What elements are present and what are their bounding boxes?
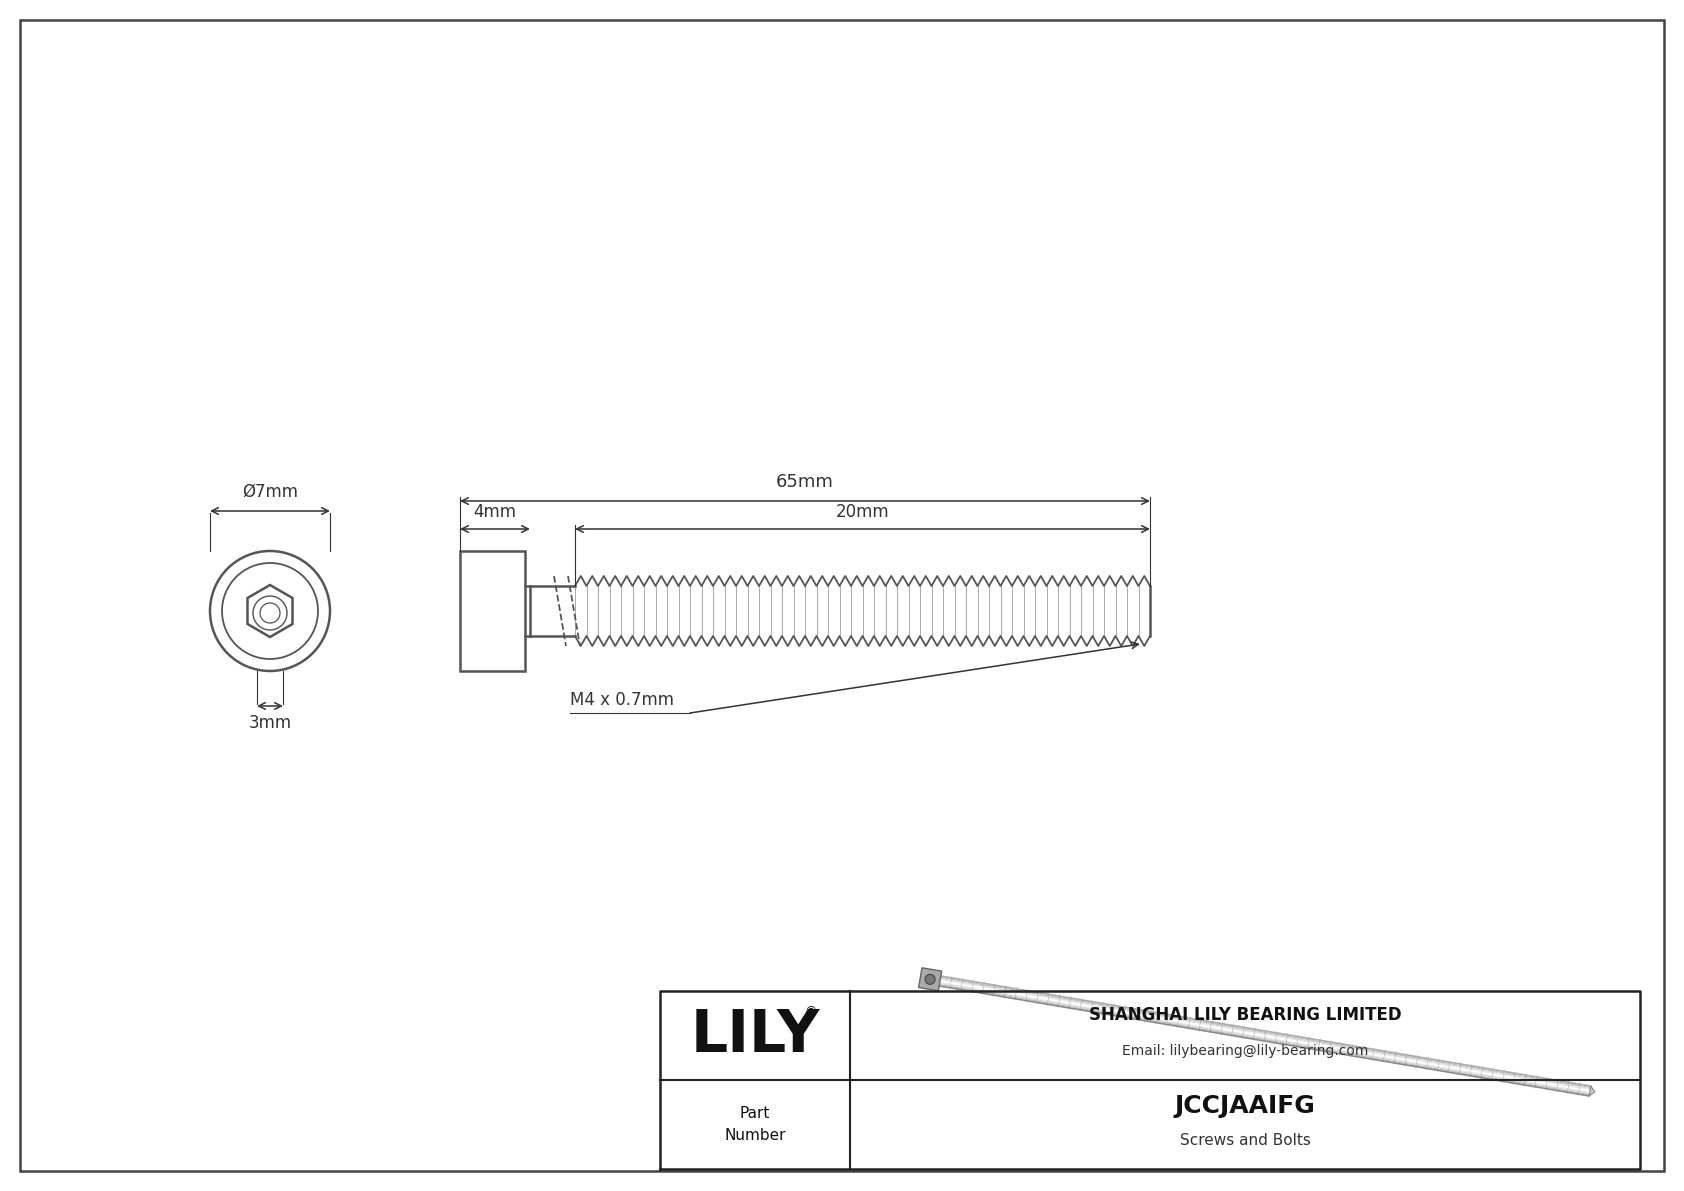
Text: ®: ®	[803, 1005, 817, 1018]
Text: SHANGHAI LILY BEARING LIMITED: SHANGHAI LILY BEARING LIMITED	[1088, 1006, 1401, 1024]
Ellipse shape	[253, 596, 286, 630]
Circle shape	[925, 974, 935, 984]
Bar	[460, 551, 525, 671]
Text: 3mm: 3mm	[249, 713, 291, 732]
Text: M4 x 0.7mm: M4 x 0.7mm	[569, 691, 674, 709]
Text: Screws and Bolts: Screws and Bolts	[1179, 1133, 1310, 1148]
Circle shape	[222, 563, 318, 659]
Text: Email: lilybearing@lily-bearing.com: Email: lilybearing@lily-bearing.com	[1122, 1045, 1367, 1059]
Text: 20mm: 20mm	[835, 503, 889, 520]
Polygon shape	[1590, 1086, 1595, 1096]
Polygon shape	[918, 968, 941, 991]
FancyBboxPatch shape	[20, 20, 1664, 1171]
Text: 65mm: 65mm	[776, 473, 834, 491]
Text: Ø7mm: Ø7mm	[242, 484, 298, 501]
Circle shape	[210, 551, 330, 671]
Text: JCCJAAIFG: JCCJAAIFG	[1174, 1095, 1315, 1118]
Text: Part
Number: Part Number	[724, 1106, 786, 1143]
Text: 4mm: 4mm	[473, 503, 517, 520]
Polygon shape	[248, 585, 293, 637]
Ellipse shape	[259, 603, 280, 623]
Text: LILY: LILY	[690, 1008, 820, 1064]
